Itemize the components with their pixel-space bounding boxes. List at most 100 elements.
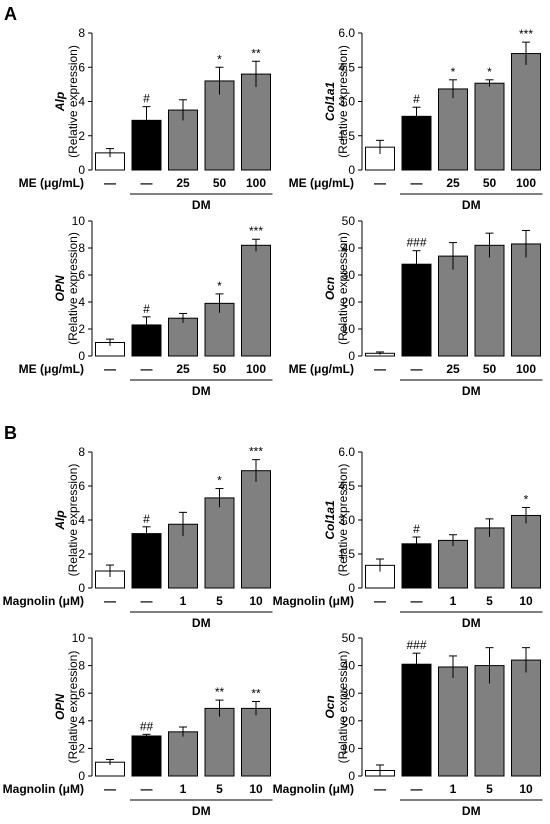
y-axis-gene-name: Ocn (323, 695, 337, 718)
y-tick-label: 30 (342, 268, 356, 282)
y-tick-label: 1.5 (338, 129, 355, 143)
category-label: — (104, 176, 116, 190)
chart-panel-2: 0 1.5 3.0 4.5 6.0 Col1a1(Relative expression)… (289, 26, 543, 212)
group-label: DM (192, 198, 211, 212)
bar (474, 244, 505, 357)
category-label: 1 (180, 782, 187, 796)
bar (131, 533, 162, 589)
y-tick-label: 8 (78, 26, 85, 40)
y-tick-label: 1.5 (338, 547, 355, 561)
category-label: 50 (483, 362, 497, 376)
chart-panel-4: 0 10 20 30 40 50 Ocn(Relative expression) — ### —… (289, 214, 543, 398)
category-label: 1 (180, 594, 187, 608)
category-label: — (374, 594, 386, 608)
y-axis-label: Ocn(Relative expression) (323, 232, 350, 345)
bar (168, 731, 198, 777)
category-label: — (374, 176, 386, 190)
category-label: — (141, 362, 153, 376)
y-tick-label: 10 (342, 741, 356, 755)
y-axis-label: Ocn(Relative expression) (323, 651, 350, 764)
y-tick-label: 6 (78, 60, 85, 74)
significance-marker: * (487, 65, 492, 79)
y-axis-label: Col1a1(Relative expression) (323, 464, 350, 577)
y-axis-gene-name: OPN (53, 275, 67, 301)
y-tick-label: 0 (78, 769, 85, 783)
y-tick-label: 10 (72, 631, 86, 645)
category-label: — (141, 594, 153, 608)
treatment-label: Magnolin (μM) (3, 594, 84, 608)
category-label: — (411, 594, 423, 608)
y-axis-label: OPN(Relative expression) (53, 232, 80, 345)
treatment-label: Magnolin (μM) (273, 594, 354, 608)
significance-marker: * (217, 474, 222, 488)
y-tick-label: 20 (342, 295, 356, 309)
category-label: 25 (446, 362, 460, 376)
category-label: 50 (213, 362, 227, 376)
y-axis-label: Col1a1(Relative expression) (323, 45, 350, 158)
category-label: 10 (519, 782, 533, 796)
significance-marker: ## (140, 719, 154, 733)
group-label: DM (462, 804, 481, 818)
bar (204, 707, 235, 777)
significance-marker: ### (406, 638, 426, 652)
y-axis-unit: (Relative expression) (336, 464, 350, 577)
bar (511, 53, 541, 171)
y-tick-label: 50 (342, 631, 356, 645)
significance-marker: * (451, 65, 456, 79)
y-axis-gene-name: Alp (53, 92, 67, 112)
bar (401, 663, 432, 777)
significance-marker: * (524, 493, 529, 507)
group-label: DM (462, 198, 481, 212)
significance-marker: * (217, 279, 222, 293)
y-tick-label: 0 (348, 163, 355, 177)
y-axis-label: Alp(Relative expression) (53, 464, 80, 577)
bar (511, 659, 541, 777)
chart-panel-1: 0 2 4 6 8 Alp(Relative expression) — # — 25 * 50 ** 1… (19, 26, 273, 212)
y-tick-label: 0 (78, 349, 85, 363)
category-label: 50 (483, 176, 497, 190)
category-label: 100 (516, 362, 536, 376)
bar (241, 73, 271, 171)
y-axis-unit: (Relative expression) (66, 464, 80, 577)
y-axis-unit: (Relative expression) (66, 651, 80, 764)
category-label: — (104, 362, 116, 376)
y-tick-label: 4 (78, 714, 85, 728)
y-tick-label: 8 (78, 241, 85, 255)
y-tick-label: 2 (78, 741, 85, 755)
significance-marker: ** (251, 686, 261, 700)
y-tick-label: 10 (72, 214, 86, 228)
y-tick-label: 4 (78, 95, 85, 109)
category-label: 5 (486, 782, 493, 796)
category-label: — (141, 176, 153, 190)
y-tick-label: 2 (78, 322, 85, 336)
significance-marker: # (143, 302, 150, 316)
bar (204, 497, 235, 589)
category-label: 10 (249, 782, 263, 796)
category-label: 25 (176, 362, 190, 376)
y-tick-label: 4.5 (338, 479, 355, 493)
category-label: 10 (519, 594, 533, 608)
category-label: — (104, 594, 116, 608)
bar (204, 80, 235, 171)
y-tick-label: 3.0 (338, 513, 355, 527)
significance-marker: ** (215, 685, 225, 699)
chart-panel-3: 0 2 4 6 8 10 OPN(Relative expression) — # — 25 * 50 *… (19, 214, 273, 398)
category-label: — (411, 362, 423, 376)
y-tick-label: 8 (78, 659, 85, 673)
y-tick-label: 0 (78, 581, 85, 595)
y-axis-gene-name: Ocn (323, 277, 337, 300)
category-label: — (374, 782, 386, 796)
y-tick-label: 10 (342, 322, 356, 336)
y-axis-unit: (Relative expression) (66, 232, 80, 345)
treatment-label: ME (μg/mL) (19, 362, 84, 376)
group-label: DM (462, 384, 481, 398)
y-tick-label: 8 (78, 445, 85, 459)
treatment-label: Magnolin (μM) (273, 782, 354, 796)
category-label: — (104, 782, 116, 796)
y-axis-label: OPN(Relative expression) (53, 651, 80, 764)
y-tick-label: 20 (342, 714, 356, 728)
y-axis-gene-name: OPN (53, 694, 67, 720)
bar (241, 244, 271, 357)
category-label: 5 (486, 594, 493, 608)
